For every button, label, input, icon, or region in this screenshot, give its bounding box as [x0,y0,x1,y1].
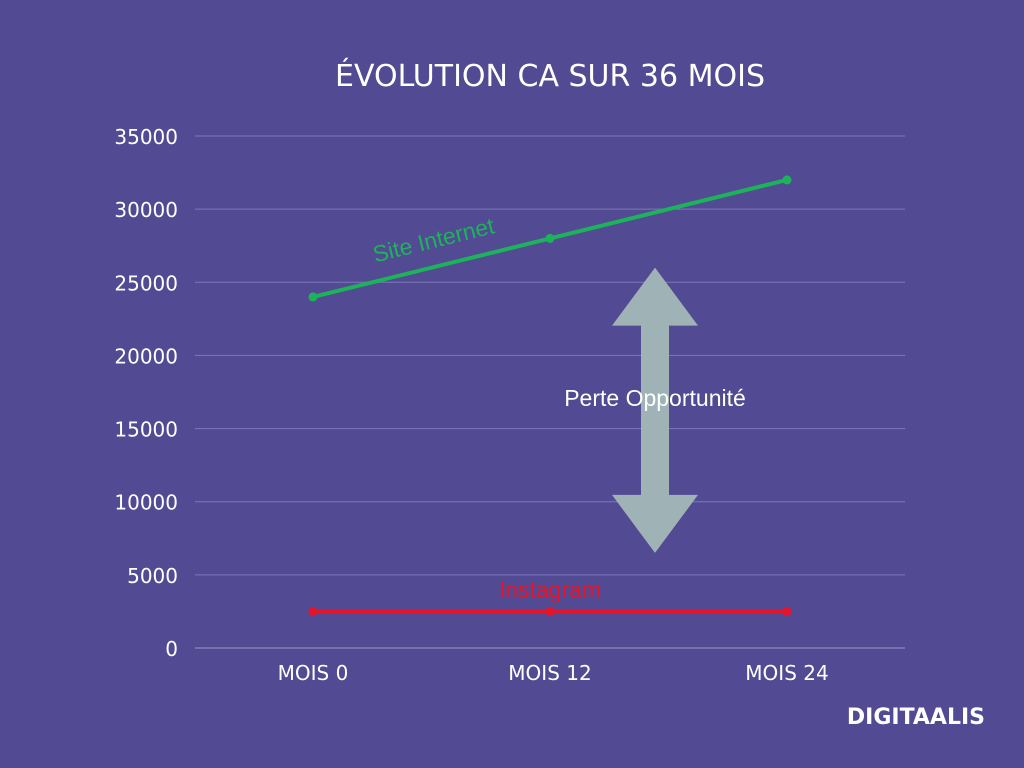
data-point [308,292,318,302]
data-point [782,606,792,616]
x-tick-label: MOIS 0 [278,661,349,685]
series-label-site-internet: Site Internet [370,212,497,267]
y-tick-label: 25000 [114,271,178,295]
double-arrow-shape [612,267,698,553]
y-tick-label: 15000 [114,418,178,442]
x-axis-ticks: MOIS 0 MOIS 12 MOIS 24 [278,661,829,685]
series-lines: Site Internet Instagram [308,175,792,616]
y-tick-label: 35000 [114,125,178,149]
chart-title: ÉVOLUTION CA SUR 36 MOIS [335,58,765,94]
y-axis-ticks: 0 5000 10000 15000 20000 25000 30000 35000 [114,125,178,661]
gridlines [195,135,905,649]
y-tick-label: 5000 [127,564,178,588]
gap-annotation-label: Perte Opportunité [564,385,746,411]
data-point [545,606,555,616]
y-tick-label: 10000 [114,491,178,515]
x-tick-label: MOIS 12 [508,661,591,685]
data-point [308,606,318,616]
series-label-instagram: Instagram [499,576,601,602]
series-1: Instagram [308,576,792,616]
data-point [782,175,792,185]
digitaalis-logo: DIGITAALIS [847,705,985,730]
data-point [545,233,555,243]
y-tick-label: 20000 [114,344,178,368]
opportunity-arrow [612,267,698,553]
y-tick-label: 0 [165,637,178,661]
y-tick-label: 30000 [114,198,178,222]
x-tick-label: MOIS 24 [745,661,828,685]
